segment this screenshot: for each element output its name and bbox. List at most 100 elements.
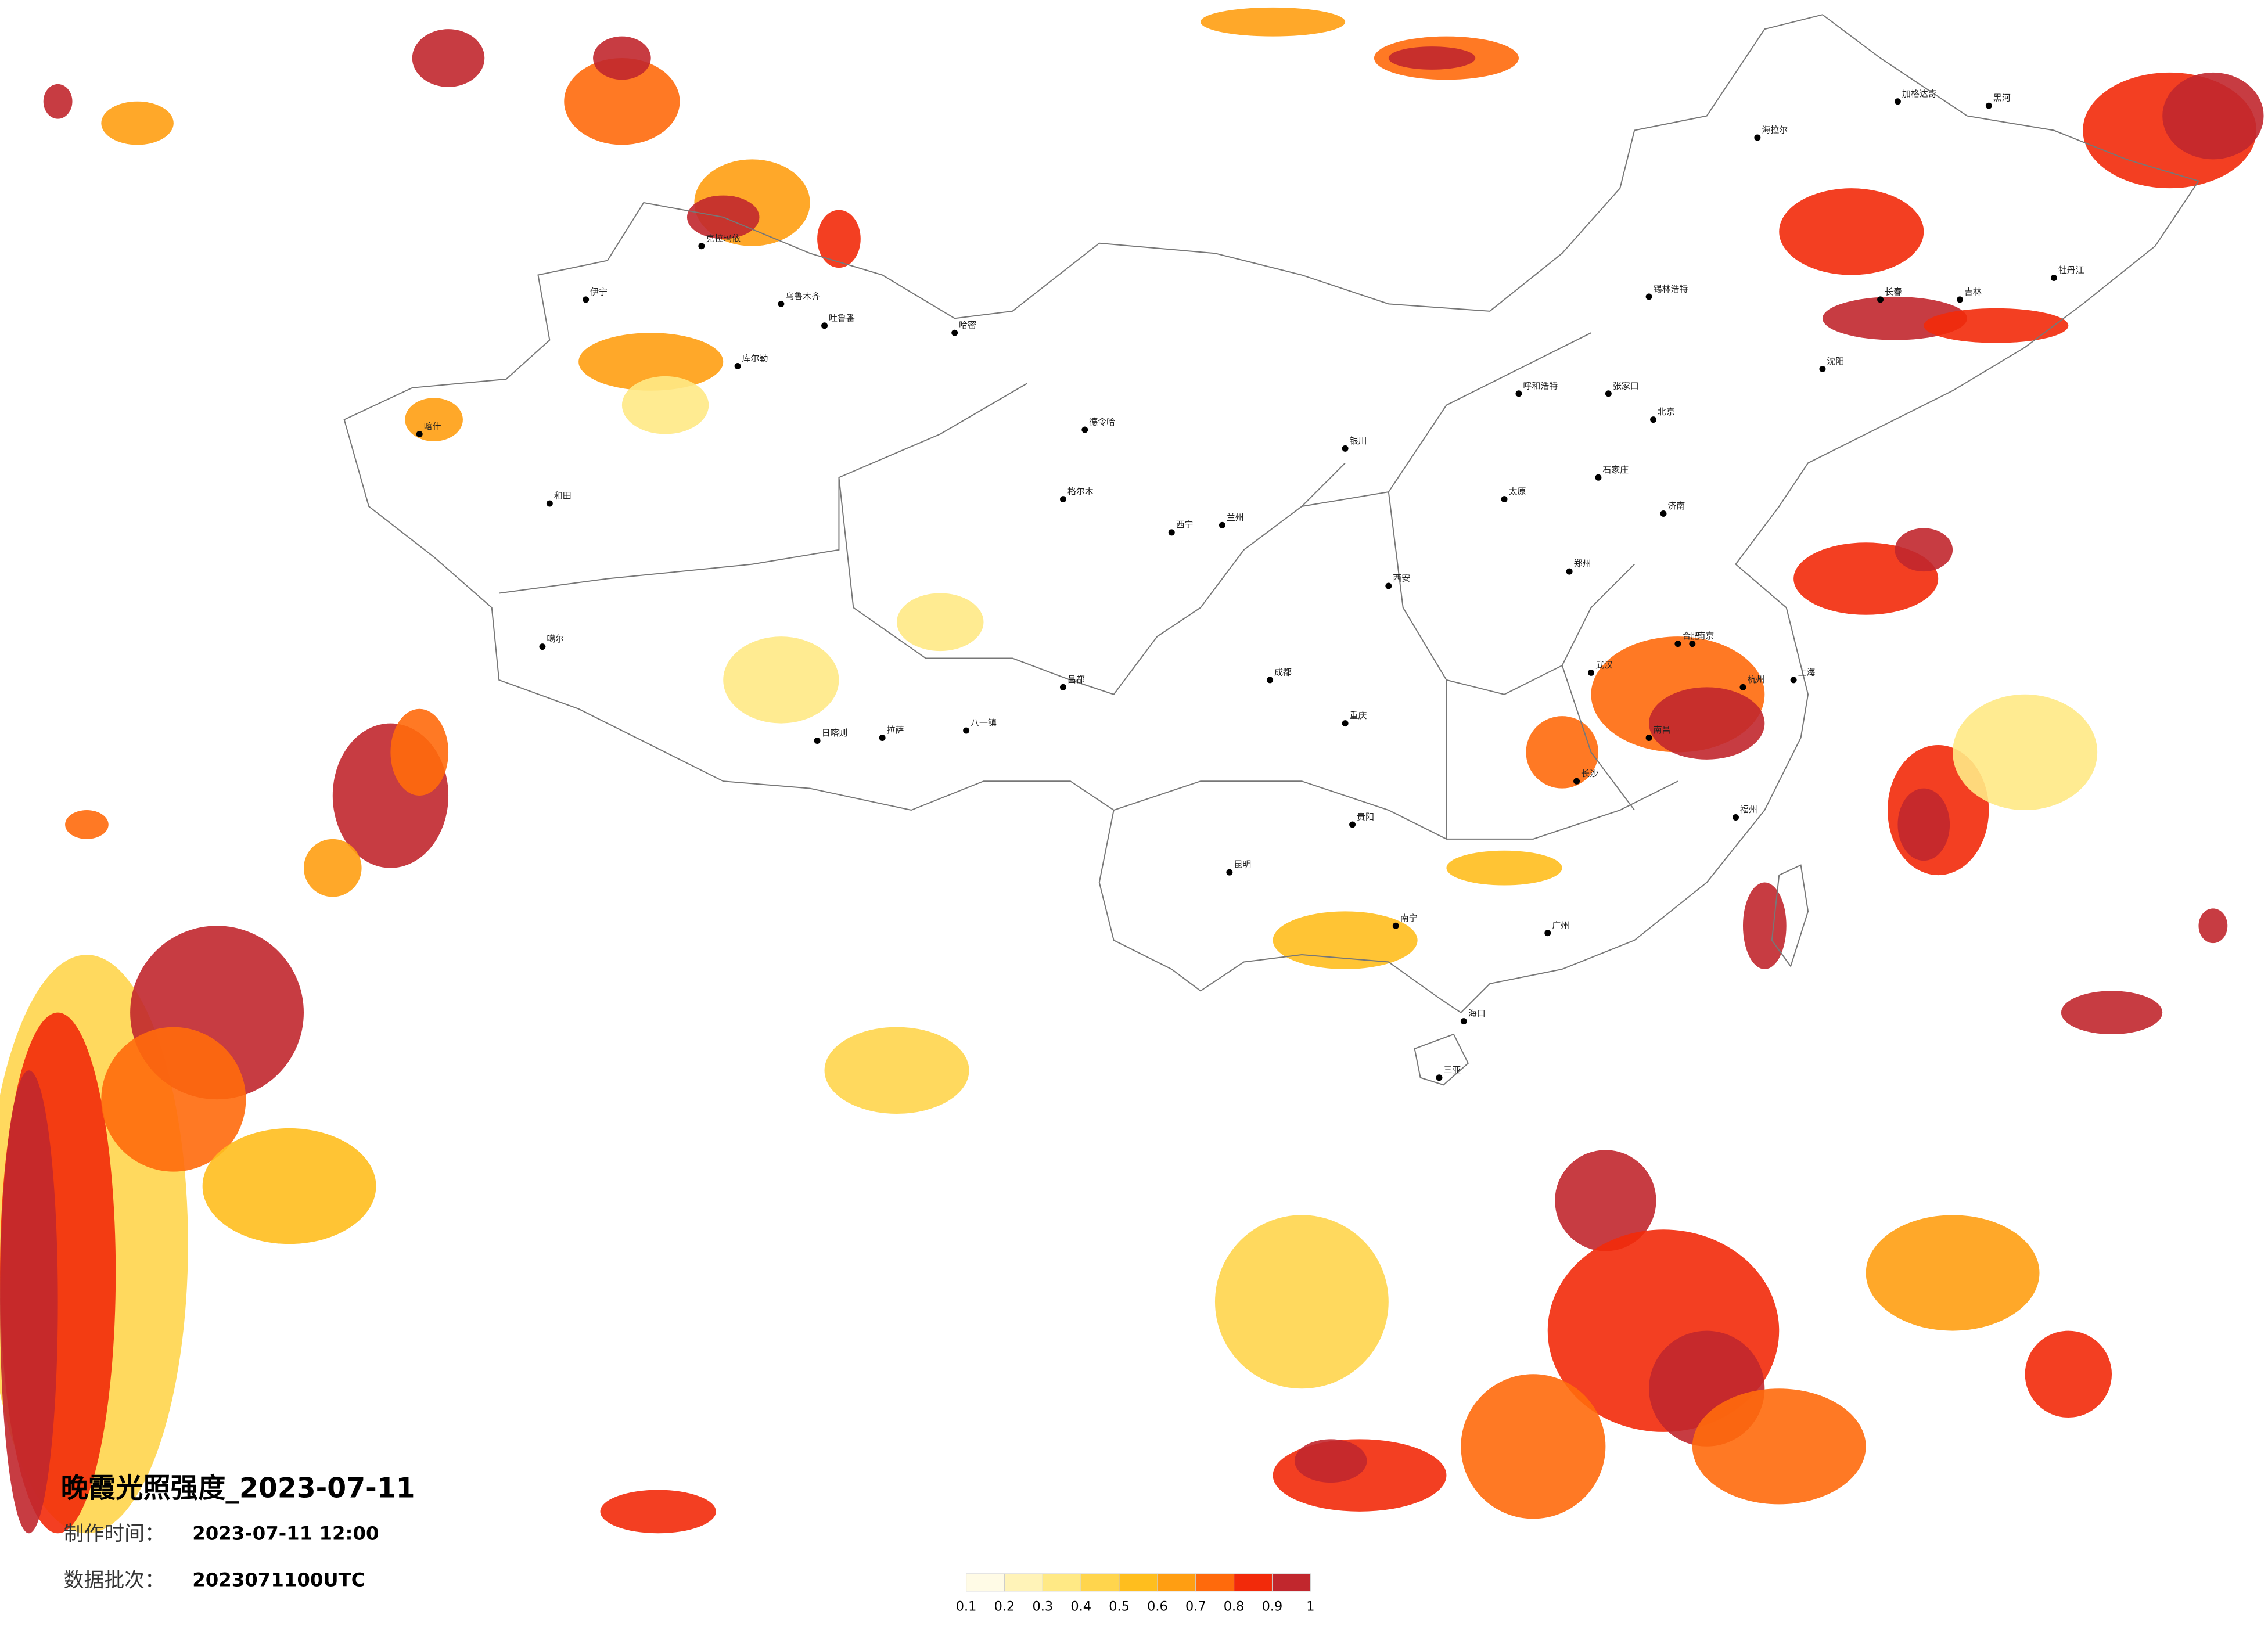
heat-patch <box>824 1027 969 1114</box>
city-dot <box>1226 869 1233 876</box>
colorbar-swatch <box>1234 1573 1273 1592</box>
city-label: 昆明 <box>1234 859 1251 870</box>
city-dot <box>734 362 741 369</box>
heat-patch <box>2061 991 2163 1035</box>
city-dot <box>1587 669 1594 676</box>
city-dot <box>1754 134 1761 141</box>
city-label: 喀什 <box>424 421 441 431</box>
city-label: 吉林 <box>1964 286 1982 297</box>
city-label: 西宁 <box>1176 519 1194 530</box>
city-label: 德令哈 <box>1089 417 1115 427</box>
batch: 2023071100UTC <box>192 1569 365 1591</box>
city-label: 北京 <box>1658 406 1675 417</box>
colorbar-tick-label: 0.6 <box>1147 1599 1168 1614</box>
city-dot <box>1645 735 1652 741</box>
city-label: 合肥 <box>1682 631 1699 641</box>
city-label: 乌鲁木齐 <box>785 291 820 301</box>
colorbar-tick-label: 0.4 <box>1070 1599 1091 1614</box>
city-dot <box>583 296 590 303</box>
heat-patch <box>897 593 984 652</box>
china-border <box>343 14 2200 1013</box>
city-label: 银川 <box>1350 436 1367 446</box>
city-dot <box>1436 1074 1443 1081</box>
city-dot <box>1650 416 1657 423</box>
heat-patch <box>600 1490 716 1534</box>
city-label: 贵阳 <box>1357 811 1374 822</box>
heat-patch <box>621 376 709 434</box>
heat-patch <box>817 210 861 268</box>
heat-patch <box>593 36 651 80</box>
heat-patch <box>43 84 73 119</box>
heat-patch <box>303 839 362 897</box>
colorbar-tick-label: 0.1 <box>956 1599 977 1614</box>
colorbar-swatch <box>1042 1573 1081 1592</box>
heat-patch <box>1895 528 1953 572</box>
city-dot <box>1168 529 1175 536</box>
heat-patch <box>101 1027 246 1172</box>
heat-patch <box>1692 1388 1866 1505</box>
city-dot <box>1219 521 1225 528</box>
city-dot <box>1689 641 1696 647</box>
heat-patch <box>1273 911 1418 969</box>
city-label: 八一镇 <box>971 718 997 728</box>
city-label: 杭州 <box>1747 674 1764 685</box>
city-label: 吐鲁番 <box>829 312 855 323</box>
city-label: 南京 <box>1696 631 1714 641</box>
colorbar-swatch <box>966 1573 1005 1592</box>
city-label: 噶尔 <box>547 634 564 644</box>
city-dot <box>1544 930 1551 937</box>
taiwan <box>1771 864 1809 968</box>
city-dot <box>1392 922 1399 929</box>
city-dot <box>1267 677 1274 684</box>
city-label: 加格达奇 <box>1902 88 1937 99</box>
city-label: 沈阳 <box>1827 356 1844 366</box>
heat-patch <box>101 101 174 145</box>
batch-label: 数据批次： <box>64 1569 165 1592</box>
city-dot <box>698 243 705 250</box>
city-dot <box>1460 1018 1467 1025</box>
city-dot <box>1790 677 1797 684</box>
heat-patch <box>2025 1330 2112 1418</box>
heat-patch <box>2198 908 2228 944</box>
colorbar-swatch <box>1080 1573 1120 1592</box>
heat-patch <box>1555 1150 1656 1251</box>
city-label: 海口 <box>1468 1008 1486 1019</box>
city-label: 三亚 <box>1443 1064 1461 1075</box>
city-dot <box>1501 496 1508 503</box>
city-dot <box>1660 510 1667 517</box>
city-dot <box>416 431 423 437</box>
heat-patch <box>723 636 839 724</box>
colorbar-tick-label: 0.7 <box>1185 1599 1206 1614</box>
city-label: 西安 <box>1393 573 1410 584</box>
city-label: 太原 <box>1509 486 1526 497</box>
city-label: 海拉尔 <box>1762 125 1788 135</box>
production-time: 2023-07-11 12:00 <box>192 1523 379 1545</box>
city-dot <box>1985 102 1992 109</box>
city-dot <box>546 500 553 507</box>
city-label: 伊宁 <box>590 286 608 297</box>
city-label: 济南 <box>1667 501 1685 511</box>
heat-patch <box>202 1128 376 1244</box>
city-dot <box>963 727 970 734</box>
city-dot <box>1595 474 1602 481</box>
heat-patch <box>1214 1215 1389 1389</box>
city-label: 昌都 <box>1067 674 1085 685</box>
city-label: 兰州 <box>1227 512 1244 523</box>
province-lines <box>499 332 1678 840</box>
heat-patch <box>0 1070 58 1534</box>
city-dot <box>1739 684 1746 690</box>
colorbar-tick-label: 0.3 <box>1033 1599 1054 1614</box>
city-label: 南宁 <box>1400 913 1418 923</box>
city-dot <box>1605 390 1612 397</box>
city-dot <box>1059 684 1066 690</box>
city-dot <box>1819 365 1826 372</box>
city-dot <box>778 300 785 307</box>
city-label: 成都 <box>1274 667 1292 677</box>
colorbar-tick-label: 0.8 <box>1224 1599 1245 1614</box>
city-dot <box>1385 582 1392 589</box>
colorbar-swatch <box>1195 1573 1235 1592</box>
city-label: 上海 <box>1798 667 1816 677</box>
city-label: 长沙 <box>1581 768 1598 779</box>
city-label: 呼和浩特 <box>1523 380 1558 391</box>
